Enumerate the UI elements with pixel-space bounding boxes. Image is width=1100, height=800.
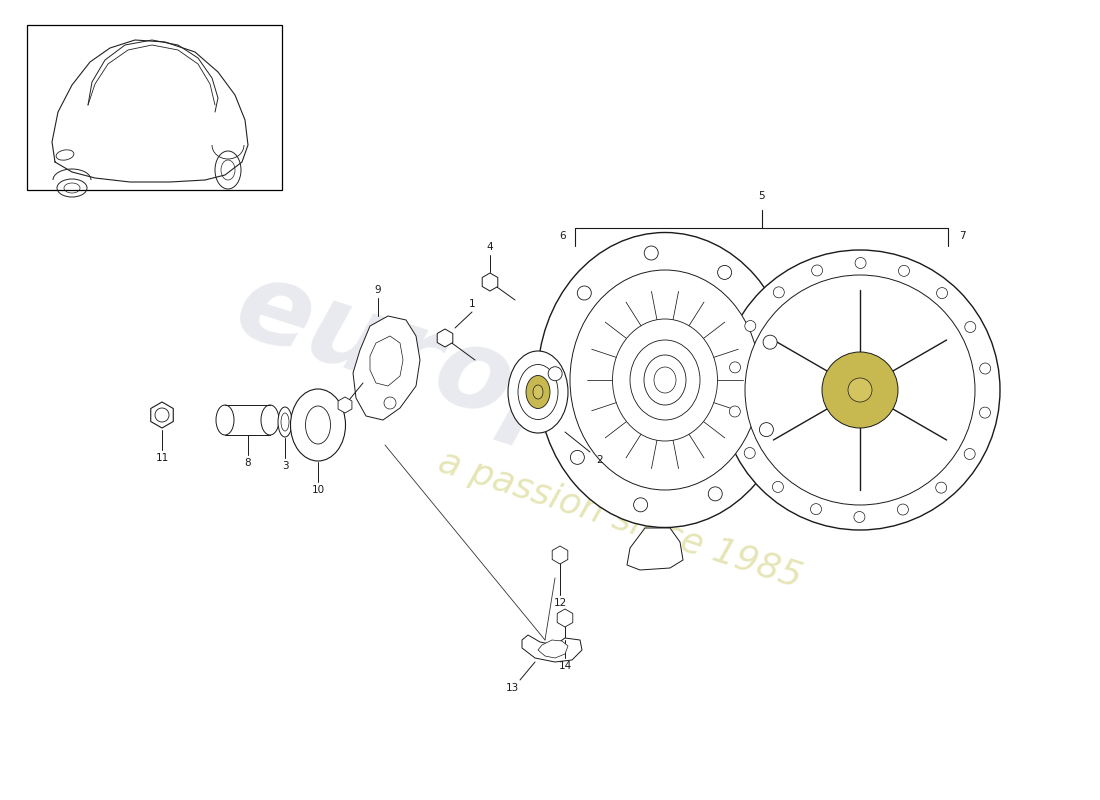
Circle shape [745, 447, 756, 458]
Circle shape [772, 482, 783, 493]
Text: 4: 4 [486, 242, 493, 252]
Circle shape [763, 335, 777, 349]
Circle shape [936, 482, 947, 493]
Ellipse shape [644, 355, 686, 405]
Text: 6: 6 [560, 231, 566, 241]
Circle shape [634, 498, 648, 512]
Ellipse shape [280, 413, 289, 431]
Circle shape [854, 511, 865, 522]
Ellipse shape [570, 270, 760, 490]
Circle shape [729, 362, 740, 373]
Circle shape [812, 265, 823, 276]
Circle shape [855, 258, 866, 269]
Ellipse shape [518, 365, 558, 419]
Circle shape [811, 504, 822, 514]
Circle shape [720, 250, 1000, 530]
Circle shape [936, 287, 947, 298]
Ellipse shape [613, 319, 717, 441]
Text: 11: 11 [155, 453, 168, 463]
Polygon shape [522, 635, 582, 662]
Circle shape [898, 504, 909, 515]
Ellipse shape [630, 340, 700, 420]
Text: 8: 8 [244, 458, 251, 468]
Circle shape [708, 487, 723, 501]
Text: 14: 14 [559, 661, 572, 671]
Text: europes: europes [222, 251, 737, 509]
Circle shape [745, 321, 756, 331]
Circle shape [759, 422, 773, 437]
Polygon shape [627, 528, 683, 570]
Ellipse shape [216, 405, 234, 435]
Text: 1: 1 [469, 299, 475, 309]
Text: 13: 13 [505, 683, 518, 693]
Circle shape [773, 287, 784, 298]
Bar [28, 25, 282, 190]
Circle shape [578, 286, 592, 300]
Circle shape [980, 363, 991, 374]
Polygon shape [353, 316, 420, 420]
Text: 12: 12 [553, 598, 566, 608]
Circle shape [384, 397, 396, 409]
Polygon shape [370, 336, 403, 386]
Circle shape [965, 449, 976, 459]
Circle shape [571, 450, 584, 464]
Circle shape [822, 352, 898, 428]
Text: 2: 2 [596, 455, 603, 465]
Circle shape [717, 266, 732, 279]
Ellipse shape [534, 385, 543, 399]
Text: 10: 10 [311, 485, 324, 495]
Ellipse shape [261, 405, 279, 435]
Circle shape [979, 407, 990, 418]
Ellipse shape [290, 389, 345, 461]
Text: 3: 3 [282, 461, 288, 471]
Bar [226, 405, 270, 435]
Circle shape [965, 322, 976, 333]
Ellipse shape [306, 406, 330, 444]
Ellipse shape [508, 351, 568, 433]
Ellipse shape [538, 233, 792, 527]
Text: 9: 9 [375, 285, 382, 295]
Ellipse shape [278, 407, 292, 437]
Circle shape [729, 406, 740, 417]
Circle shape [548, 366, 562, 381]
Ellipse shape [526, 375, 550, 409]
Circle shape [848, 378, 872, 402]
Circle shape [899, 266, 910, 276]
Ellipse shape [654, 367, 676, 393]
Circle shape [645, 246, 658, 260]
Text: 5: 5 [758, 191, 764, 201]
Text: 7: 7 [959, 231, 966, 241]
Polygon shape [538, 640, 568, 658]
Text: a passion since 1985: a passion since 1985 [433, 445, 806, 595]
Circle shape [745, 275, 975, 505]
